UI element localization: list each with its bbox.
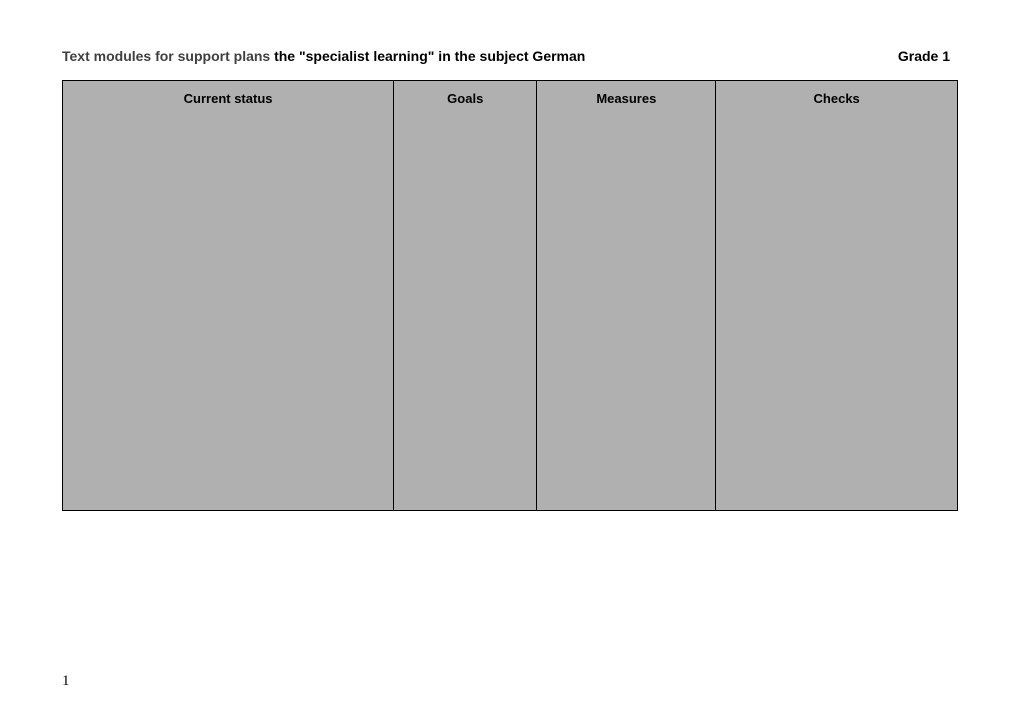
- col-header-goals: Goals: [394, 81, 537, 511]
- title-rest: the "specialist learning" in the subject…: [270, 48, 585, 64]
- page-number: 1: [62, 673, 70, 690]
- col-header-current-status: Current status: [63, 81, 394, 511]
- col-label: Checks: [720, 89, 953, 106]
- page-title: Text modules for support plans the "spec…: [62, 48, 585, 64]
- document-page: Text modules for support plans the "spec…: [0, 0, 1020, 511]
- col-header-checks: Checks: [716, 81, 958, 511]
- plan-table: Current status Goals Measures Checks: [62, 80, 958, 511]
- col-label: Measures: [541, 89, 711, 106]
- col-header-measures: Measures: [537, 81, 716, 511]
- grade-label: Grade 1: [898, 48, 958, 64]
- title-prefix: Text modules for support plans: [62, 48, 270, 64]
- page-header: Text modules for support plans the "spec…: [62, 48, 958, 64]
- table-header-row: Current status Goals Measures Checks: [63, 81, 958, 511]
- col-label: Current status: [67, 89, 389, 106]
- col-label: Goals: [398, 89, 532, 106]
